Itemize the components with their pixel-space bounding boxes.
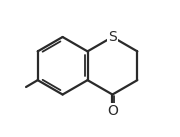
Text: O: O [107, 104, 118, 118]
Text: S: S [108, 30, 117, 44]
